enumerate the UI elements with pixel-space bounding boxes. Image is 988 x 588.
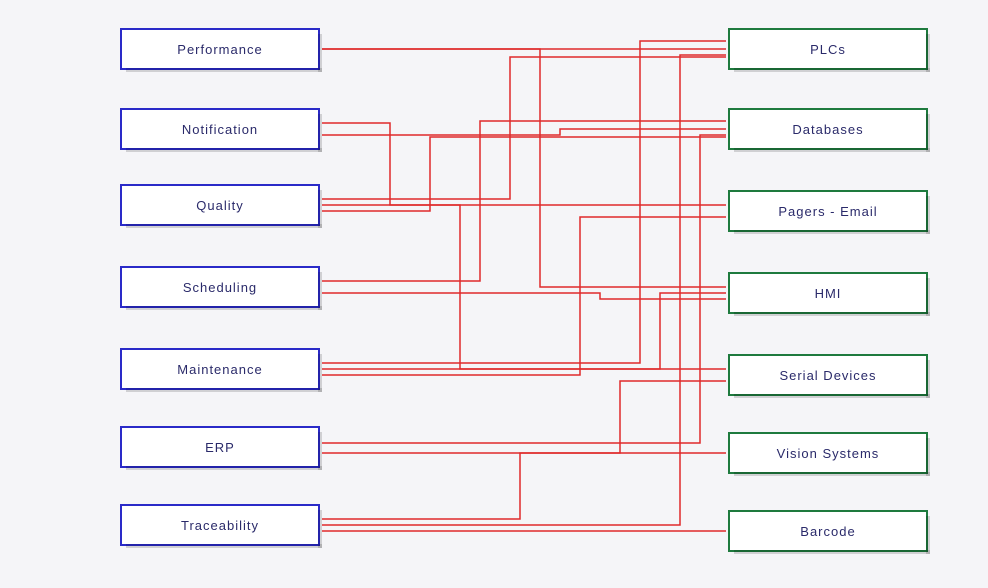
node-barcode: Barcode [728,510,928,552]
node-label: Vision Systems [777,446,880,461]
node-performance: Performance [120,28,320,70]
edge-quality-serial [322,205,726,369]
node-serial: Serial Devices [728,354,928,396]
edge-traceability-plcs [322,55,726,525]
node-maintenance: Maintenance [120,348,320,390]
edge-erp-serial [322,381,726,453]
node-label: HMI [815,286,842,301]
node-label: Scheduling [183,280,257,295]
edge-traceability-vision [322,453,726,519]
node-scheduling: Scheduling [120,266,320,308]
node-traceability: Traceability [120,504,320,546]
edge-maintenance-pagers [322,217,726,375]
edge-scheduling-databases [322,121,726,281]
node-label: Databases [792,122,863,137]
node-databases: Databases [728,108,928,150]
node-pagers: Pagers - Email [728,190,928,232]
node-label: Pagers - Email [778,204,877,219]
node-label: Maintenance [177,362,262,377]
edge-quality-plcs [322,57,726,199]
node-hmi: HMI [728,272,928,314]
edge-quality-databases [322,137,726,211]
edge-notification-pagers [322,123,726,205]
edge-notification-databases [322,129,726,135]
node-label: ERP [205,440,235,455]
node-label: Quality [196,198,243,213]
diagram-canvas: Performance Notification Quality Scheduling… [0,0,988,588]
node-label: Notification [182,122,258,137]
node-quality: Quality [120,184,320,226]
node-erp: ERP [120,426,320,468]
node-label: Serial Devices [779,368,876,383]
node-plcs: PLCs [728,28,928,70]
edge-erp-databases [322,135,726,443]
node-notification: Notification [120,108,320,150]
node-label: Traceability [181,518,259,533]
edge-maintenance-plcs [322,41,726,363]
node-label: Performance [177,42,262,57]
edge-scheduling-hmi [322,293,726,299]
node-label: PLCs [810,42,846,57]
node-vision: Vision Systems [728,432,928,474]
edge-performance-hmi [322,49,726,287]
node-label: Barcode [800,524,855,539]
edge-maintenance-hmi [322,293,726,369]
